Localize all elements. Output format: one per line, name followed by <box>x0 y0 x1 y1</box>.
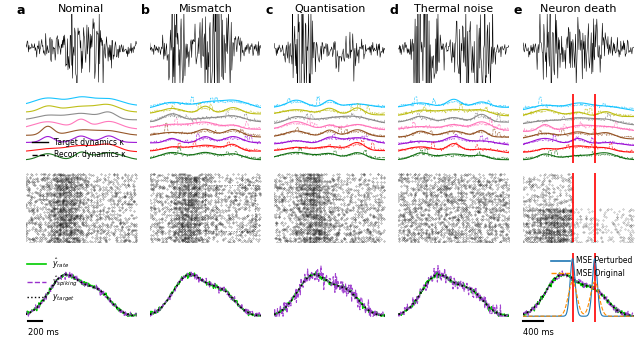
Text: d: d <box>390 4 398 16</box>
Text: Mismatch: Mismatch <box>179 4 232 14</box>
Legend: Target dynamics κ, Recon. dynamics κ: Target dynamics κ, Recon. dynamics κ <box>29 134 129 162</box>
Text: 200 ms: 200 ms <box>28 328 59 337</box>
Text: Neuron death: Neuron death <box>540 4 616 14</box>
Legend: MSE Perturbed, MSE Original: MSE Perturbed, MSE Original <box>548 253 636 281</box>
Text: 400 ms: 400 ms <box>523 328 554 337</box>
Text: a: a <box>17 4 25 16</box>
Text: Nominal: Nominal <box>58 4 104 14</box>
Legend: $\hat{y}_{rate}$, $\hat{y}_{spiking}$, $y_{target}$: $\hat{y}_{rate}$, $\hat{y}_{spiking}$, $… <box>24 253 81 307</box>
Text: e: e <box>514 4 522 16</box>
Text: c: c <box>265 4 273 16</box>
Text: Thermal noise: Thermal noise <box>414 4 493 14</box>
Text: b: b <box>141 4 150 16</box>
Bar <box>205 185 255 231</box>
Text: Quantisation: Quantisation <box>294 4 365 14</box>
